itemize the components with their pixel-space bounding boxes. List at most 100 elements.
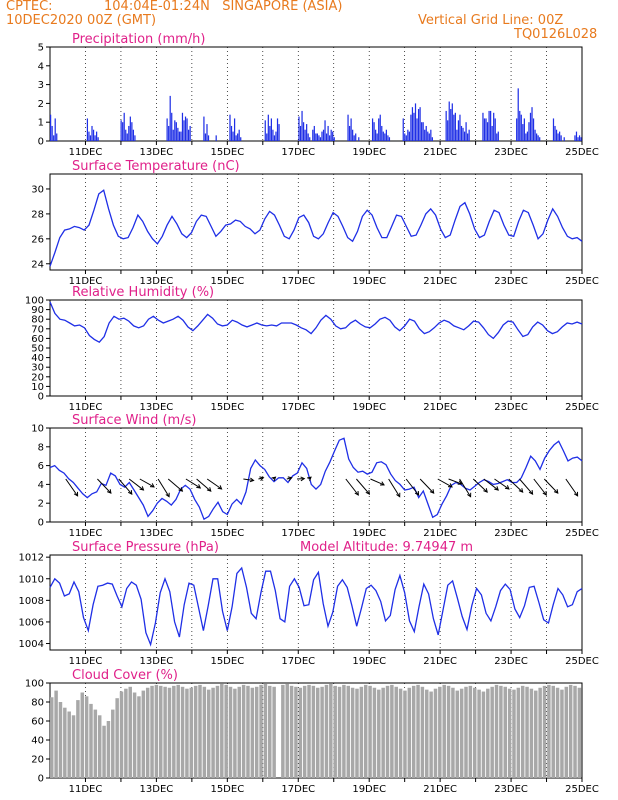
y-tick-label: 10	[31, 382, 44, 393]
precip-bar	[424, 129, 426, 141]
precip-bar	[94, 135, 96, 141]
cloud-bar	[237, 686, 241, 778]
precip-bar	[493, 112, 495, 141]
precip-bar	[89, 135, 92, 141]
x-tick-label: 23DEC	[494, 784, 528, 795]
precip-bar	[318, 135, 320, 141]
cloud-bar	[525, 686, 529, 778]
cloud-bar	[433, 688, 438, 778]
precip-bar	[56, 133, 58, 141]
precip-bar	[353, 135, 355, 141]
cloud-bar	[355, 688, 359, 778]
precip-bar	[486, 122, 489, 141]
precip-bar	[410, 114, 412, 141]
precip-bar	[276, 118, 279, 141]
cloud-bar	[425, 689, 429, 778]
wind-arrow-head	[542, 490, 547, 496]
precip-bar	[347, 114, 349, 141]
cloud-bar	[516, 687, 521, 778]
cloud-bar	[115, 698, 119, 778]
wind-arrow-head	[528, 490, 534, 495]
cloud-bar	[477, 689, 481, 778]
panel-frame-1	[49, 173, 583, 271]
cloud-bar	[97, 715, 102, 778]
precip-bar	[177, 127, 179, 141]
precip-bar	[134, 135, 136, 141]
cloud-bar	[250, 687, 255, 778]
cloud-bar	[459, 688, 464, 778]
cloud-bar	[233, 688, 237, 778]
precip-bar	[468, 129, 470, 141]
y-tick-label: 26	[31, 234, 44, 245]
x-tick-label: 13DEC	[140, 656, 174, 667]
cloud-bar	[128, 686, 132, 778]
cloud-bar	[119, 691, 124, 778]
cloud-bar	[281, 684, 285, 778]
precip-bar	[237, 133, 239, 141]
cloud-bar	[76, 700, 80, 778]
precip-bar	[207, 135, 210, 141]
cloud-bar	[446, 685, 451, 778]
precip-bar	[132, 129, 135, 141]
wind-arrow-head	[300, 476, 306, 482]
precip-bar	[172, 129, 174, 141]
precip-bar	[302, 122, 305, 141]
precip-bar	[379, 114, 381, 141]
precip-bar	[91, 125, 93, 141]
cloud-bar	[542, 685, 547, 778]
precip-bar	[559, 131, 561, 141]
x-tick-label: 17DEC	[281, 528, 315, 539]
x-tick-label: 25DEC	[565, 402, 599, 413]
precip-bar	[574, 135, 576, 141]
cloud-bar	[159, 685, 163, 778]
precip-bar	[206, 124, 208, 141]
precip-bar	[275, 131, 277, 141]
x-tick-label: 21DEC	[423, 276, 457, 287]
cloud-bar	[263, 683, 268, 778]
precip-bar	[554, 125, 556, 141]
x-tick-label: 23DEC	[494, 528, 528, 539]
precip-bar	[376, 133, 378, 141]
precip-bar	[235, 135, 237, 141]
cloud-bar	[106, 721, 111, 778]
wind-arrow-head	[573, 491, 579, 497]
cloud-bar	[398, 688, 403, 778]
panel-title: Precipitation (mm/h)	[72, 32, 205, 47]
cloud-bar	[141, 690, 146, 778]
x-tick-label: 19DEC	[352, 276, 386, 287]
wind-arrow-head	[165, 492, 170, 498]
precip-bar	[491, 125, 493, 141]
cloud-bar	[337, 686, 342, 778]
cloud-bar	[154, 684, 159, 778]
precip-bar	[298, 116, 300, 141]
precip-bar	[128, 125, 130, 141]
precip-bar	[467, 133, 469, 141]
precip-bar	[184, 116, 187, 141]
x-tick-label: 13DEC	[140, 402, 174, 413]
precip-bar	[522, 124, 524, 141]
panel-title: Surface Temperature (nC)	[72, 159, 240, 174]
wind-arrow	[437, 478, 453, 488]
cloud-bar	[93, 709, 98, 778]
wind-arrow-head	[196, 484, 202, 489]
precip-bar	[517, 88, 519, 141]
x-tick-label: 17DEC	[281, 784, 315, 795]
wind-arrow	[405, 478, 420, 496]
cloud-bar	[499, 685, 503, 778]
precip-bar	[414, 103, 417, 141]
precip-bar	[387, 135, 389, 141]
cloud-bar	[289, 685, 294, 778]
y-tick-label: 30	[31, 363, 44, 374]
precip-bar	[496, 133, 498, 141]
cloud-bar	[63, 707, 67, 778]
cloud-bar	[246, 685, 250, 778]
x-tick-label: 23DEC	[494, 402, 528, 413]
cloud-bar	[215, 685, 220, 778]
precip-bar	[371, 118, 374, 141]
cloud-bar	[342, 684, 346, 778]
precip-bar	[385, 129, 387, 141]
cloud-bar	[202, 686, 207, 778]
precip-bar	[497, 131, 499, 141]
cloud-bar	[486, 688, 490, 778]
precip-bar	[516, 118, 518, 141]
